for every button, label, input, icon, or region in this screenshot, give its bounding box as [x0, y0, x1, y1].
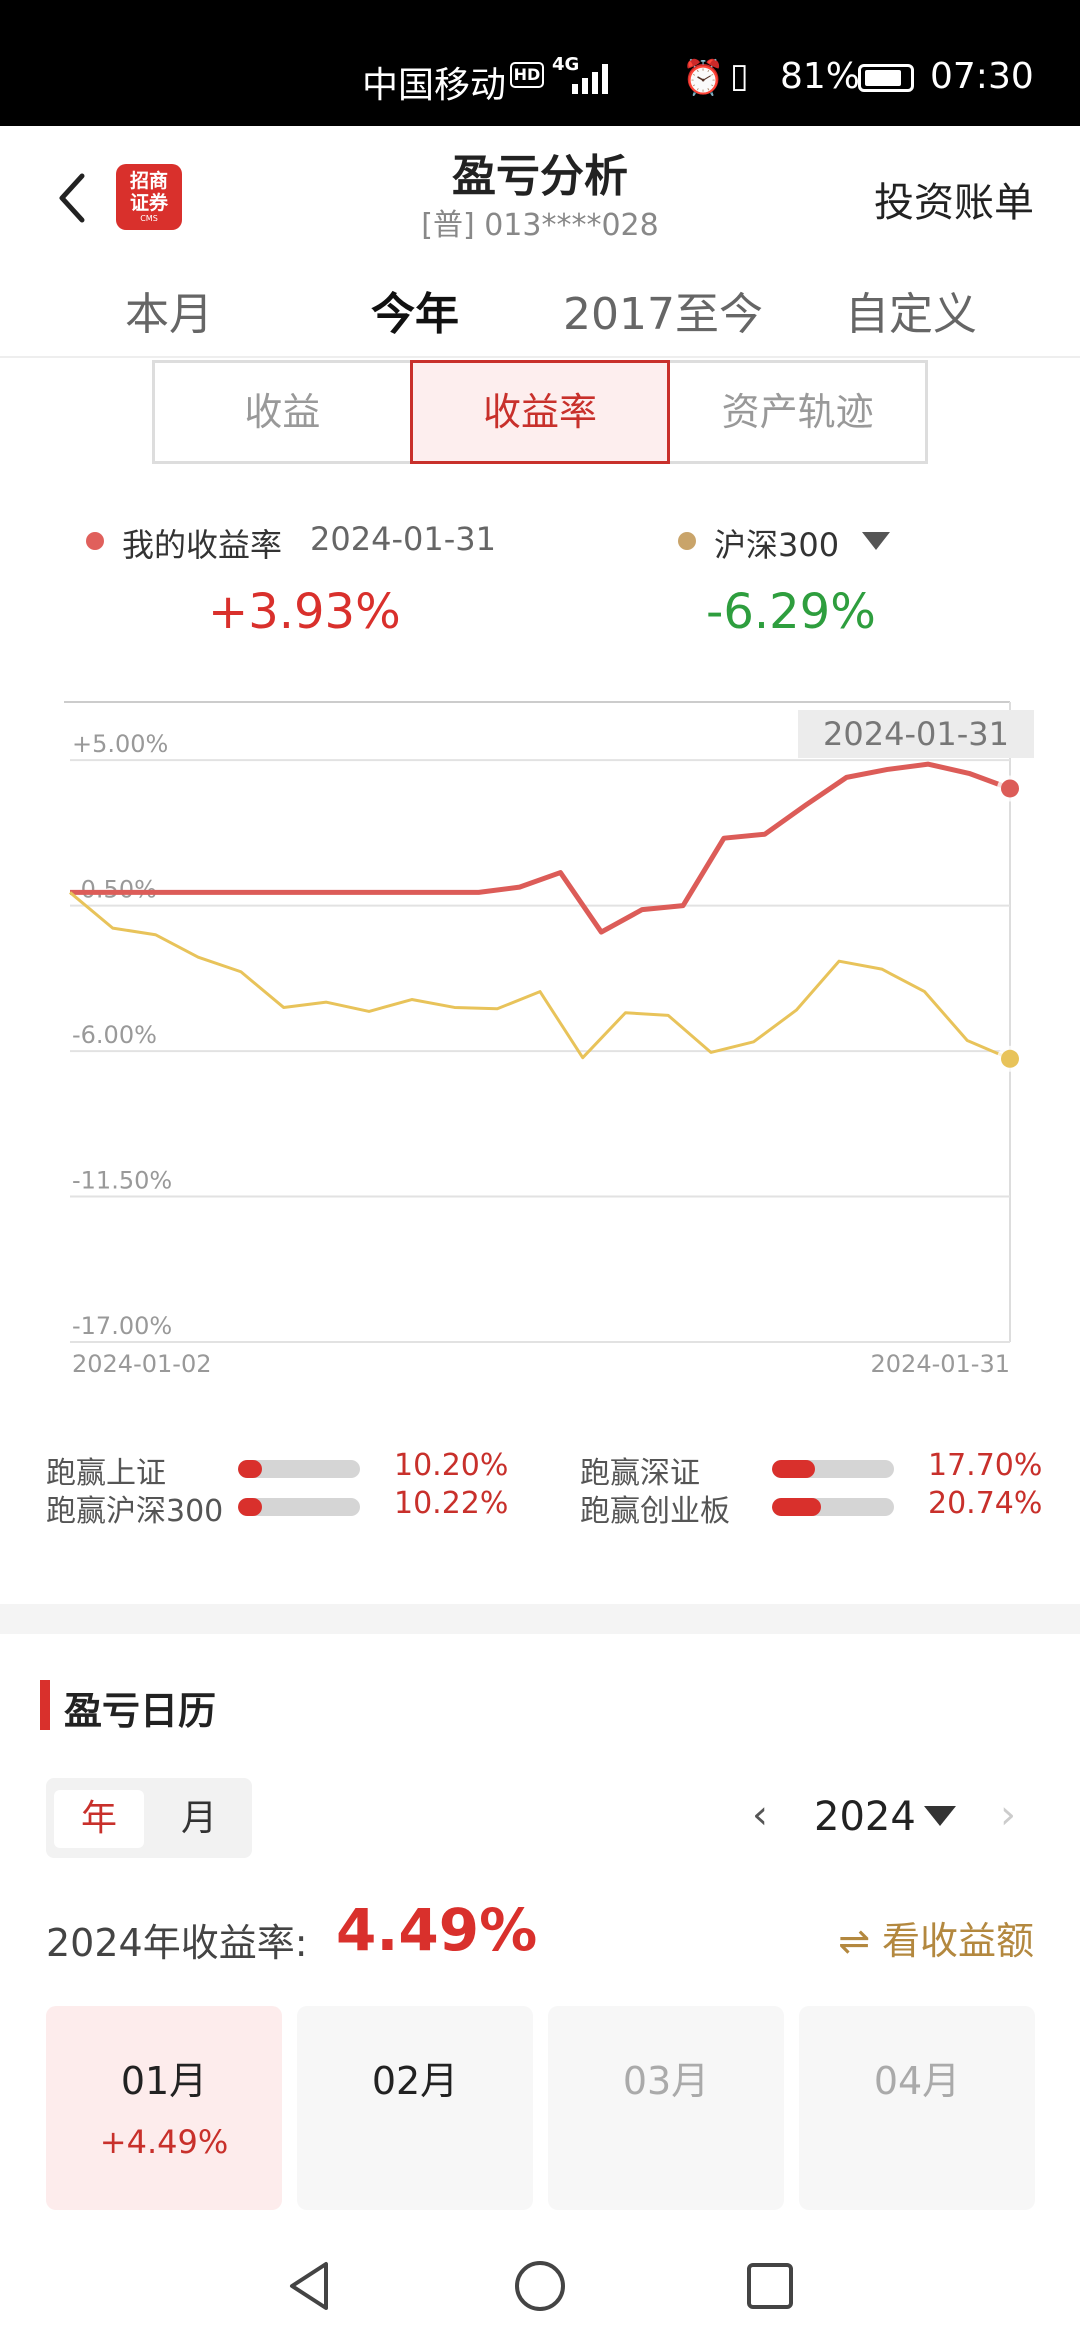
tab-custom[interactable]: 自定义 — [845, 289, 977, 340]
signal-icon — [572, 62, 612, 94]
outperform-value: 10.20% — [394, 1448, 509, 1483]
status-bar: 中国移动 HD 4G ⏰ ▯ 81% 07:30 — [0, 0, 1080, 126]
month-return: +4.49% — [99, 2123, 229, 2161]
network-type-label: 4G — [552, 54, 580, 75]
month-card: 03月 — [548, 2006, 784, 2210]
year-selector[interactable]: 2024 — [814, 1794, 916, 1840]
series-endpoint-dot — [1001, 1049, 1019, 1068]
toggle-year[interactable]: 年 — [54, 1790, 144, 1848]
tab-this-year[interactable]: 今年 — [371, 289, 459, 340]
y-tick-label: -11.50% — [72, 1167, 172, 1195]
benchmark-dropdown-icon[interactable] — [862, 532, 890, 550]
section-divider — [0, 1604, 1080, 1634]
metric-segment-control: 收益 收益率 资产轨迹 — [152, 360, 928, 464]
divider — [0, 356, 1080, 358]
tab-this-month[interactable]: 本月 — [125, 289, 213, 340]
section-accent-bar — [40, 1680, 50, 1730]
my-return-label: 我的收益率 — [122, 526, 283, 564]
outperform-value: 17.70% — [928, 1448, 1043, 1483]
prev-year-icon[interactable]: ‹ — [752, 1792, 768, 1838]
ytd-return-value: 4.49% — [336, 1896, 538, 1964]
nav-recents-icon[interactable] — [742, 2256, 798, 2316]
y-tick-label: -6.00% — [72, 1021, 157, 1049]
month-card[interactable]: 01月 +4.49% — [46, 2006, 282, 2210]
my-return-value: +3.93% — [208, 584, 401, 640]
segment-return-rate[interactable]: 收益率 — [409, 360, 671, 464]
outperform-label: 跑赢上证 — [46, 1456, 166, 1491]
outperform-bar-fill — [238, 1460, 263, 1478]
carrier-label: 中国移动 — [362, 65, 507, 106]
year-dropdown-icon[interactable] — [924, 1806, 956, 1826]
outperform-bar — [772, 1498, 894, 1516]
logo-subtext: CMS — [140, 214, 158, 223]
system-nav-bar — [0, 2236, 1080, 2340]
investment-bill-link[interactable]: 投资账单 — [874, 180, 1034, 226]
my-return-line — [70, 761, 1011, 935]
month-card[interactable]: 02月 — [297, 2006, 533, 2210]
account-number: [普] 013****028 — [421, 208, 659, 243]
outperform-value: 10.22% — [394, 1486, 509, 1521]
benchmark-value: -6.29% — [706, 584, 876, 640]
tab-since-2017[interactable]: 2017至今 — [563, 289, 763, 340]
x-tick-label: 2024-01-31 — [871, 1350, 1010, 1378]
outperform-label: 跑赢沪深300 — [46, 1494, 224, 1529]
battery-icon — [858, 64, 914, 92]
clock: 07:30 — [930, 56, 1034, 97]
page-title: 盈亏分析 — [452, 151, 628, 202]
month-name: 03月 — [622, 2059, 710, 2103]
tooltip-date: 2024-01-31 — [823, 715, 1009, 753]
benchmark-line — [69, 891, 1011, 1061]
logo-text: 招商证券 — [129, 170, 168, 214]
broker-logo: 招商证券 CMS — [116, 164, 182, 230]
return-rate-chart[interactable]: +5.00% -0.50% -6.00% -11.50% -17.00% 2024-01-… — [0, 690, 1080, 1410]
series-endpoint-dot — [1001, 779, 1019, 798]
outperform-bar — [238, 1498, 360, 1516]
hd-icon: HD — [510, 62, 544, 88]
pnl-calendar-title: 盈亏日历 — [64, 1689, 217, 1733]
outperform-label: 跑赢创业板 — [580, 1494, 730, 1529]
legend-date: 2024-01-31 — [310, 520, 496, 558]
month-name: 02月 — [371, 2059, 459, 2103]
my-return-dot-icon — [86, 532, 104, 550]
tooltip-bg — [798, 710, 1034, 758]
next-year-icon[interactable]: › — [1000, 1792, 1016, 1838]
outperform-bar-fill — [238, 1498, 263, 1516]
month-name: 04月 — [873, 2059, 961, 2103]
alarm-icon: ⏰ — [682, 58, 725, 98]
y-tick-label: -17.00% — [72, 1312, 172, 1340]
segment-asset-track[interactable]: 资产轨迹 — [721, 390, 874, 434]
vibrate-icon: ▯ — [730, 56, 749, 96]
ytd-return-label: 2024年收益率: — [46, 1921, 308, 1965]
nav-back-icon[interactable] — [284, 2256, 334, 2316]
back-icon[interactable] — [50, 166, 94, 230]
outperform-value: 20.74% — [928, 1486, 1043, 1521]
outperform-label: 跑赢深证 — [580, 1456, 700, 1491]
benchmark-label[interactable]: 沪深300 — [714, 526, 840, 564]
y-tick-label: +5.00% — [72, 730, 168, 758]
month-name: 01月 — [120, 2059, 208, 2103]
x-tick-label: 2024-01-02 — [72, 1350, 211, 1378]
outperform-bar-fill — [772, 1460, 815, 1478]
outperform-bar-fill — [772, 1498, 821, 1516]
battery-percent: 81% — [780, 56, 861, 97]
outperform-bar — [238, 1460, 360, 1478]
month-card: 04月 — [799, 2006, 1035, 2210]
toggle-month[interactable]: 月 — [180, 1798, 217, 1839]
y-tick-label: -0.50% — [72, 876, 157, 904]
benchmark-dot-icon — [678, 532, 696, 550]
view-profit-amount-link[interactable]: ⇌ 看收益额 — [838, 1919, 1034, 1963]
outperform-bar — [772, 1460, 894, 1478]
segment-profit[interactable]: 收益 — [244, 390, 321, 434]
nav-home-icon[interactable] — [512, 2256, 568, 2316]
